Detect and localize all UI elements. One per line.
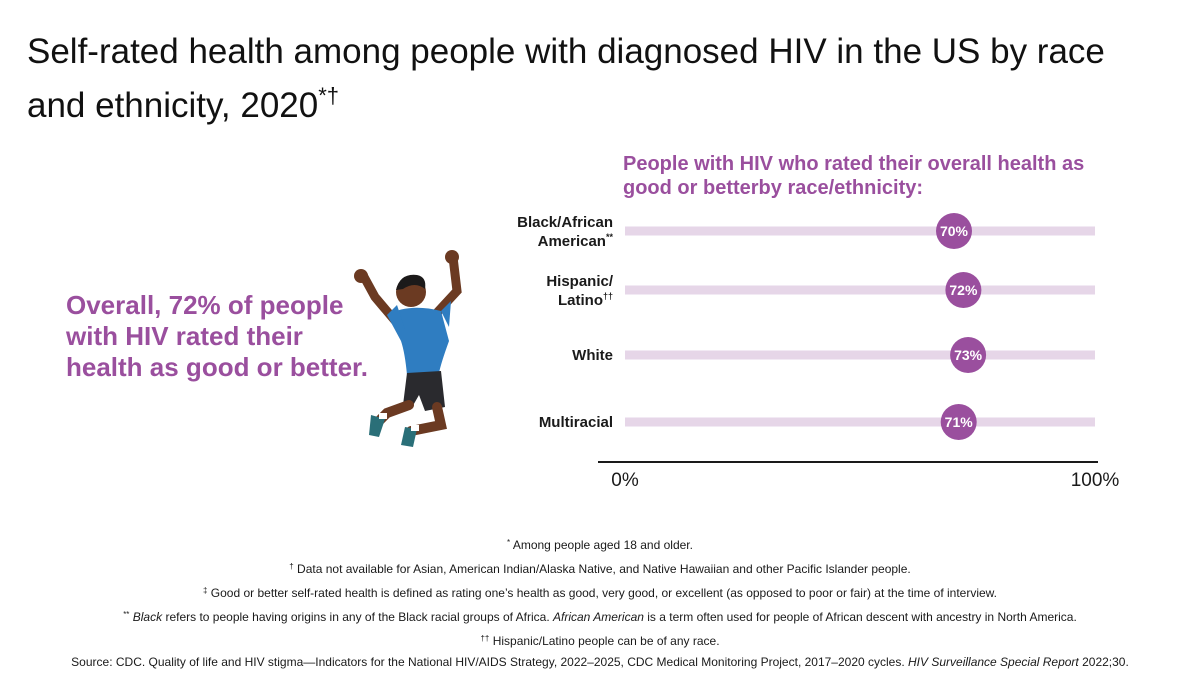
footnote-data-availability: † Data not available for Asian, American… bbox=[289, 562, 911, 576]
track-bar bbox=[625, 285, 1095, 295]
overall-statistic: Overall, 72% of people with HIV rated th… bbox=[66, 290, 368, 382]
jumping-person-illustration bbox=[354, 250, 462, 447]
footnote-hispanic: †† Hispanic/Latino people can be of any … bbox=[480, 634, 720, 648]
footnote-definition: ‡ Good or better self-rated health is de… bbox=[202, 586, 998, 600]
track-bar bbox=[625, 350, 1095, 360]
chart-title: People with HIV who rated their overall … bbox=[623, 153, 1085, 199]
value-dot bbox=[940, 404, 977, 440]
value-dot bbox=[936, 213, 972, 249]
value-label: 73% bbox=[954, 347, 983, 363]
category-label: Black/African American** bbox=[517, 214, 613, 250]
value-dot bbox=[950, 337, 987, 373]
value-label: 72% bbox=[949, 282, 978, 298]
value-label: 71% bbox=[945, 414, 974, 430]
track-bar bbox=[625, 226, 1095, 236]
x-tick-label-100: 100% bbox=[1071, 470, 1120, 491]
source-citation: Source: CDC. Quality of life and HIV sti… bbox=[71, 655, 1129, 669]
value-dot bbox=[945, 272, 982, 308]
track-bar bbox=[625, 417, 1095, 427]
footnote-age: * Among people aged 18 and older. bbox=[507, 538, 693, 552]
page-title: Self-rated health among people with diag… bbox=[27, 32, 1105, 125]
x-tick-label-0: 0% bbox=[611, 470, 639, 491]
footnotes: * Among people aged 18 and older. † Data… bbox=[20, 532, 1180, 673]
category-label: White bbox=[572, 347, 613, 364]
title-footnote-marks: *† bbox=[318, 83, 340, 108]
category-label: Multiracial bbox=[539, 414, 613, 431]
category-label: Hispanic/Latino†† bbox=[546, 273, 614, 309]
footnote-black-definition: ** Black refers to people having origins… bbox=[123, 610, 1077, 624]
value-label: 70% bbox=[940, 223, 969, 239]
